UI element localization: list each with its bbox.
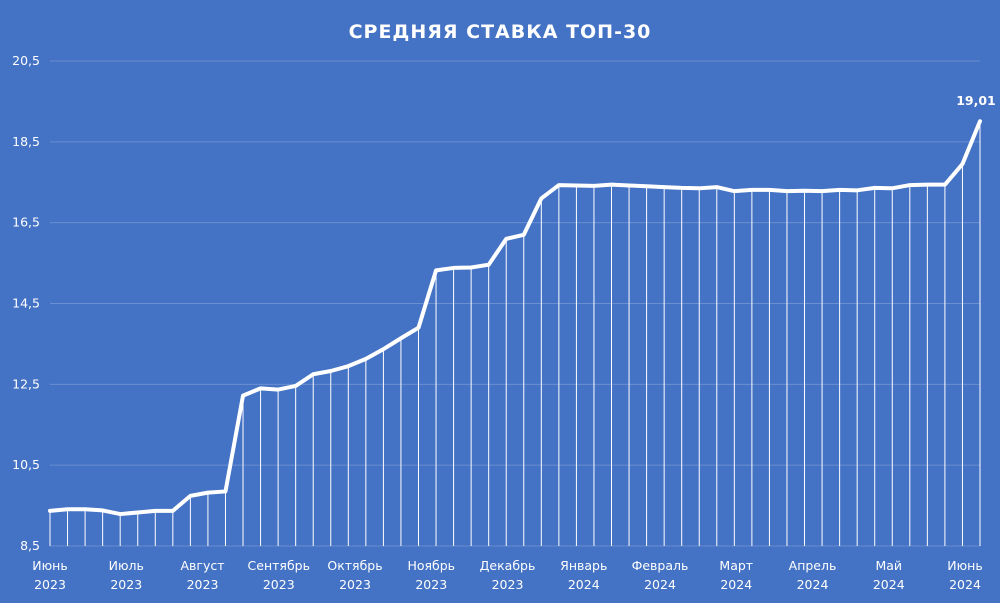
x-tick-label-year: 2023 bbox=[110, 577, 142, 592]
data-point bbox=[662, 185, 666, 189]
data-point bbox=[803, 189, 807, 193]
x-tick-label-month: Апрель bbox=[789, 558, 837, 573]
data-point bbox=[364, 357, 368, 361]
data-point bbox=[504, 237, 508, 241]
data-point bbox=[452, 266, 456, 270]
data-point bbox=[855, 188, 859, 192]
data-point bbox=[241, 394, 245, 398]
x-tick-label-year: 2023 bbox=[187, 577, 219, 592]
y-tick-label: 12,5 bbox=[12, 376, 40, 391]
data-point bbox=[715, 185, 719, 189]
data-labels: 19,01 bbox=[956, 93, 996, 108]
x-tick-label-year: 2024 bbox=[644, 577, 676, 592]
data-point bbox=[259, 386, 263, 390]
data-point bbox=[645, 184, 649, 188]
series-line bbox=[48, 119, 982, 517]
data-point bbox=[48, 509, 52, 513]
x-tick-label-year: 2024 bbox=[568, 577, 600, 592]
y-tick-label: 20,5 bbox=[12, 53, 40, 68]
data-point bbox=[487, 263, 491, 267]
data-point bbox=[960, 162, 964, 166]
data-point bbox=[206, 491, 210, 495]
data-point bbox=[311, 372, 315, 376]
chart-title: СРЕДНЯЯ СТАВКА ТОП-30 bbox=[349, 21, 652, 43]
data-point bbox=[820, 189, 824, 193]
data-point bbox=[750, 188, 754, 192]
data-point bbox=[610, 183, 614, 187]
data-point bbox=[890, 186, 894, 190]
x-tick-label-month: Май bbox=[875, 558, 902, 573]
data-point bbox=[943, 183, 947, 187]
data-point bbox=[66, 507, 70, 511]
data-point bbox=[785, 189, 789, 193]
data-point bbox=[539, 196, 543, 200]
data-point bbox=[399, 336, 403, 340]
data-point bbox=[627, 183, 631, 187]
data-point bbox=[732, 189, 736, 193]
x-tick-label-month: Сентябрь bbox=[248, 558, 310, 573]
x-tick-label-month: Июнь bbox=[32, 558, 67, 573]
x-tick-label-month: Июнь bbox=[947, 558, 982, 573]
data-point bbox=[680, 186, 684, 190]
data-point bbox=[557, 183, 561, 187]
data-point bbox=[838, 188, 842, 192]
grid-layer bbox=[50, 60, 980, 547]
data-point bbox=[469, 266, 473, 270]
x-tick-label-month: Ноябрь bbox=[407, 558, 455, 573]
x-axis-tick-labels: Июнь 2023 Июль 2023 Август 2023 Сентябрь 2023 Ок… bbox=[32, 558, 982, 592]
data-point bbox=[978, 119, 982, 123]
x-tick-label-month: Март bbox=[719, 558, 753, 573]
x-tick-label-month: Июль bbox=[109, 558, 144, 573]
data-point bbox=[416, 326, 420, 330]
data-label: 19,01 bbox=[956, 93, 996, 108]
data-point bbox=[434, 268, 438, 272]
x-tick-label-year: 2023 bbox=[339, 577, 371, 592]
data-point bbox=[83, 507, 87, 511]
data-point bbox=[925, 183, 929, 187]
y-tick-label: 16,5 bbox=[12, 215, 40, 230]
y-tick-label: 10,5 bbox=[12, 457, 40, 472]
data-point bbox=[118, 512, 122, 516]
data-point bbox=[697, 186, 701, 190]
x-tick-label-month: Январь bbox=[560, 558, 607, 573]
x-tick-label-year: 2024 bbox=[720, 577, 752, 592]
x-tick-label-year: 2023 bbox=[263, 577, 295, 592]
x-tick-label-month: Декабрь bbox=[480, 558, 536, 573]
y-tick-label: 18,5 bbox=[12, 134, 40, 149]
x-tick-label-year: 2023 bbox=[415, 577, 447, 592]
x-tick-label-month: Февраль bbox=[632, 558, 689, 573]
y-tick-label: 8,5 bbox=[20, 538, 40, 553]
x-tick-label-month: Август bbox=[180, 558, 224, 573]
data-point bbox=[223, 489, 227, 493]
data-point bbox=[574, 183, 578, 187]
data-point bbox=[171, 509, 175, 513]
data-point bbox=[294, 384, 298, 388]
data-point bbox=[346, 364, 350, 368]
data-point bbox=[101, 508, 105, 512]
y-axis-tick-labels: 8,5 10,5 12,5 14,5 16,5 18,5 20,5 bbox=[12, 53, 40, 553]
drop-lines bbox=[49, 121, 981, 546]
data-point bbox=[276, 388, 280, 392]
data-point bbox=[153, 509, 157, 513]
x-tick-label-year: 2024 bbox=[949, 577, 981, 592]
x-tick-label-year: 2024 bbox=[797, 577, 829, 592]
data-point bbox=[908, 183, 912, 187]
data-point bbox=[136, 510, 140, 514]
data-point bbox=[329, 369, 333, 373]
data-point bbox=[188, 494, 192, 498]
x-tick-label-year: 2024 bbox=[873, 577, 905, 592]
data-point bbox=[767, 188, 771, 192]
data-point bbox=[873, 186, 877, 190]
x-tick-label-year: 2023 bbox=[34, 577, 66, 592]
x-tick-label-year: 2023 bbox=[492, 577, 524, 592]
y-tick-label: 14,5 bbox=[12, 296, 40, 311]
x-tick-label-month: Октябрь bbox=[327, 558, 382, 573]
data-point bbox=[522, 233, 526, 237]
series-layer bbox=[48, 119, 982, 517]
data-point bbox=[381, 347, 385, 351]
data-point bbox=[592, 184, 596, 188]
